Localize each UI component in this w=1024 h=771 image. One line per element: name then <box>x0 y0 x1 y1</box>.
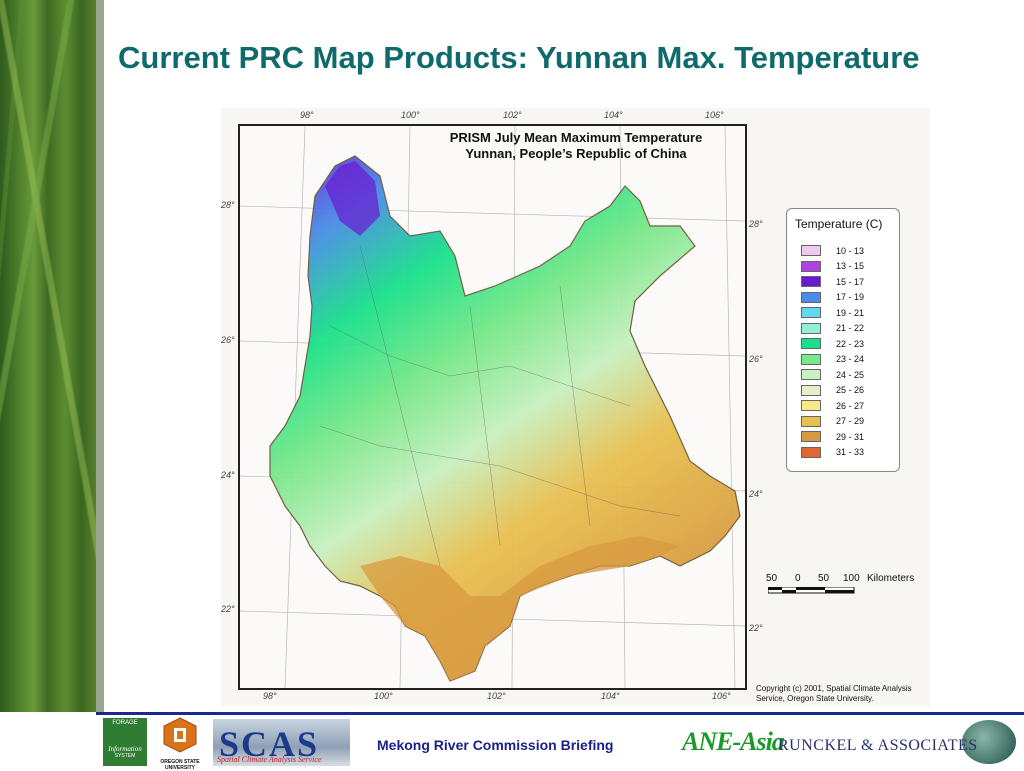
legend-label: 10 - 13 <box>836 245 865 256</box>
forage-logo-text-top: FORAGE <box>112 720 138 726</box>
legend-swatch <box>801 276 821 287</box>
legend-swatch <box>801 353 821 365</box>
footer-divider <box>96 712 1024 715</box>
grass-background <box>0 0 96 712</box>
legend-item: 19 - 21 <box>801 305 864 320</box>
tick-bottom-104: 104° <box>601 691 620 701</box>
scale-label-100: 100 <box>843 573 860 584</box>
forage-logo-text-bottom: SYSTEM <box>114 753 136 759</box>
legend-label: 31 - 33 <box>836 447 865 457</box>
legend-swatch <box>801 260 821 272</box>
slide-title: Current PRC Map Products: Yunnan Max. Te… <box>118 40 920 75</box>
tick-bottom-102: 102° <box>487 691 506 701</box>
tick-left-26: 26° <box>221 335 235 345</box>
tick-bottom-106: 106° <box>712 691 731 701</box>
legend-label: 24 - 25 <box>836 369 865 380</box>
legend-item: 23 - 24 <box>801 352 864 367</box>
osu-emblem-icon <box>163 717 197 753</box>
legend-item: 17 - 19 <box>801 290 864 305</box>
tick-left-24: 24° <box>221 470 235 480</box>
tick-top-106: 106° <box>705 110 724 120</box>
yunnan-map-graphic <box>240 126 745 688</box>
legend-item: 26 - 27 <box>801 398 864 413</box>
forage-information-system-logo: FORAGE Information SYSTEM <box>103 718 147 766</box>
legend-item: 10 - 13 <box>801 243 864 258</box>
legend-swatch <box>801 369 821 380</box>
legend-item: 29 - 31 <box>801 429 864 444</box>
legend-item: 13 - 15 <box>801 259 864 274</box>
tick-top-104: 104° <box>604 110 623 120</box>
legend-swatch <box>801 431 821 442</box>
grass-edge-divider <box>96 0 104 712</box>
scas-logo: SCAS Spatial Climate Analysis Service <box>213 719 350 766</box>
ane-asia-logo: ANE-Asia <box>682 727 785 756</box>
legend-label: 21 - 22 <box>836 323 865 333</box>
legend-swatch <box>801 446 821 458</box>
legend-swatch <box>801 400 821 411</box>
legend-item: 31 - 33 <box>801 445 864 460</box>
legend-item: 24 - 25 <box>801 367 864 382</box>
legend-swatch <box>801 415 821 427</box>
tick-bottom-98: 98° <box>263 691 277 701</box>
temperature-legend: Temperature (C) 10 - 13 13 - 15 15 - 17 17 … <box>786 208 900 472</box>
tick-bottom-100: 100° <box>374 691 393 701</box>
tick-left-28: 28° <box>221 200 235 210</box>
legend-item: 27 - 29 <box>801 414 864 429</box>
tick-right-28: 28° <box>749 219 763 229</box>
legend-label: 27 - 29 <box>836 416 865 426</box>
legend-item: 25 - 26 <box>801 383 864 398</box>
legend-label: 29 - 31 <box>836 431 865 442</box>
legend-swatch <box>801 307 821 318</box>
scale-unit: Kilometers <box>867 573 915 584</box>
legend-item: 22 - 23 <box>801 336 864 351</box>
scale-bar-graphic <box>768 587 855 594</box>
legend-title: Temperature (C) <box>795 217 883 231</box>
map-figure: 98° 100° 102° 104° 106° 98° 100° 102° 10… <box>221 108 930 706</box>
scas-logo-text: SCAS <box>219 724 320 764</box>
copyright-note: Copyright (c) 2001, Spatial Climate Anal… <box>756 684 912 703</box>
footer-briefing-title: Mekong River Commission Briefing <box>377 737 614 753</box>
legend-swatch <box>801 245 821 256</box>
osu-logo-text: OREGON STATE UNIVERSITY <box>160 759 200 771</box>
legend-label: 23 - 24 <box>836 354 865 364</box>
tick-left-22: 22° <box>221 604 235 614</box>
legend-label: 22 - 23 <box>836 338 865 349</box>
map-title: PRISM July Mean Maximum Temperature Yunn… <box>431 130 721 162</box>
scale-bar: 50 0 50 100 Kilometers <box>766 573 946 603</box>
legend-label: 13 - 15 <box>836 261 865 271</box>
legend-label: 25 - 26 <box>836 385 865 395</box>
scale-label-50: 50 <box>818 573 830 584</box>
legend-label: 26 - 27 <box>836 400 865 411</box>
tick-top-100: 100° <box>401 110 420 120</box>
scas-logo-subtext: Spatial Climate Analysis Service <box>217 755 322 764</box>
tick-top-102: 102° <box>503 110 522 120</box>
tick-right-24: 24° <box>749 489 763 499</box>
legend-swatch <box>801 338 821 349</box>
legend-label: 17 - 19 <box>836 292 865 302</box>
globe-icon <box>962 720 1016 764</box>
legend-label: 19 - 21 <box>836 307 865 318</box>
legend-swatch <box>801 384 821 396</box>
tick-top-98: 98° <box>300 110 314 120</box>
oregon-state-university-logo: OREGON STATE UNIVERSITY <box>152 716 208 771</box>
forage-logo-text-mid: Information <box>108 745 142 753</box>
tick-right-26: 26° <box>749 354 763 364</box>
tick-right-22: 22° <box>749 623 763 633</box>
map-title-line1: PRISM July Mean Maximum Temperature <box>449 130 703 145</box>
legend-swatch <box>801 291 821 303</box>
runckel-associates-logo-text: RUNCKEL & ASSOCIATES <box>778 737 978 754</box>
scale-label-0: 0 <box>795 573 801 584</box>
legend-label: 15 - 17 <box>836 276 865 287</box>
legend-swatch <box>801 322 821 334</box>
legend-item: 15 - 17 <box>801 274 864 289</box>
map-frame <box>238 124 747 690</box>
legend-item: 21 - 22 <box>801 321 864 336</box>
map-title-line2: Yunnan, People’s Republic of China <box>465 146 687 161</box>
scale-label-50-left: 50 <box>766 573 778 584</box>
